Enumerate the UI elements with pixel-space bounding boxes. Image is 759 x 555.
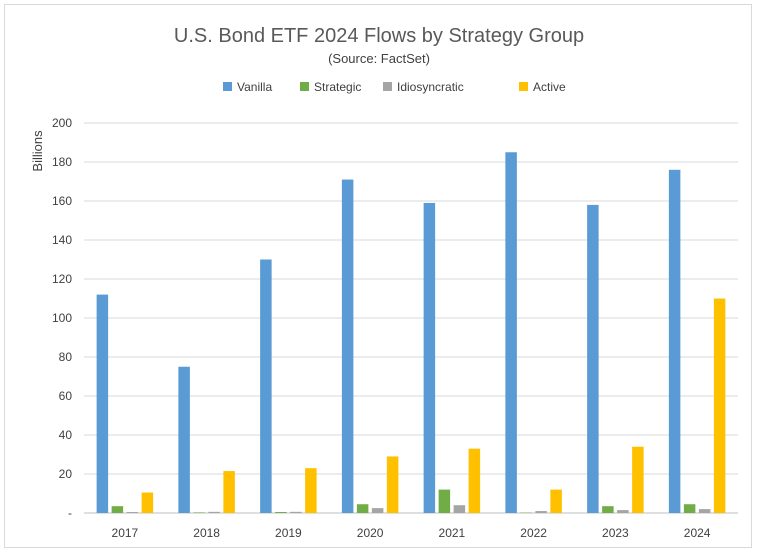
bar-idiosyncratic-2023 bbox=[617, 510, 629, 513]
y-tick-label: 60 bbox=[59, 389, 73, 403]
y-tick-label: 100 bbox=[52, 311, 72, 325]
bar-strategic-2024 bbox=[683, 504, 696, 513]
legend-swatch-active bbox=[519, 82, 528, 91]
bar-idiosyncratic-2022 bbox=[535, 511, 547, 513]
bar-idiosyncratic-2017 bbox=[126, 512, 139, 513]
y-tick-label: 200 bbox=[52, 116, 72, 130]
bar-active-2018 bbox=[223, 471, 235, 513]
y-axis: 200 180 160 140 120 100 80 60 40 20 - bbox=[52, 116, 72, 520]
bar-active-2017 bbox=[141, 492, 154, 513]
y-axis-label: Billions bbox=[30, 130, 45, 172]
bars bbox=[96, 152, 726, 514]
bar-strategic-2020 bbox=[356, 504, 369, 513]
y-tick-label: 20 bbox=[59, 467, 73, 481]
bar-vanilla-2017 bbox=[96, 294, 109, 513]
bar-vanilla-2023 bbox=[587, 204, 599, 513]
bar-vanilla-2022 bbox=[505, 152, 517, 513]
bar-idiosyncratic-2020 bbox=[371, 508, 384, 513]
y-tick-label: 160 bbox=[52, 194, 72, 208]
y-tick-label: 140 bbox=[52, 233, 72, 247]
bar-active-2022 bbox=[550, 489, 562, 513]
legend-swatch-idiosyncratic bbox=[383, 82, 392, 91]
chart-title: U.S. Bond ETF 2024 Flows by Strategy Gro… bbox=[174, 25, 584, 47]
bar-active-2019 bbox=[305, 468, 317, 513]
y-tick-label: 80 bbox=[59, 350, 73, 364]
x-tick-label: 2023 bbox=[602, 526, 629, 540]
y-tick-label: 180 bbox=[52, 155, 72, 169]
bar-active-2023 bbox=[632, 446, 644, 513]
bar-vanilla-2020 bbox=[341, 179, 354, 514]
x-tick-label: 2018 bbox=[193, 526, 220, 540]
bar-idiosyncratic-2021 bbox=[453, 505, 466, 513]
bar-vanilla-2018 bbox=[178, 366, 190, 513]
x-tick-label: 2022 bbox=[520, 526, 547, 540]
y-tick-label: - bbox=[68, 506, 72, 520]
bar-strategic-2019 bbox=[275, 512, 287, 513]
bar-strategic-2023 bbox=[602, 506, 614, 513]
y-tick-label: 40 bbox=[59, 428, 73, 442]
legend-label-idiosyncratic: Idiosyncratic bbox=[397, 80, 464, 94]
chart-subtitle: (Source: FactSet) bbox=[328, 51, 430, 66]
y-tick-label: 120 bbox=[52, 272, 72, 286]
legend-swatch-vanilla bbox=[223, 82, 232, 91]
x-axis: 2017 2018 2019 2020 2021 2022 2023 2024 bbox=[112, 526, 711, 540]
x-tick-label: 2020 bbox=[357, 526, 384, 540]
bar-vanilla-2019 bbox=[260, 259, 272, 513]
chart-frame: U.S. Bond ETF 2024 Flows by Strategy Gro… bbox=[4, 4, 752, 548]
bar-idiosyncratic-2024 bbox=[698, 509, 711, 513]
legend-swatch-strategic bbox=[300, 82, 309, 91]
bar-strategic-2017 bbox=[111, 506, 124, 513]
bond-etf-flows-chart: U.S. Bond ETF 2024 Flows by Strategy Gro… bbox=[30, 25, 738, 540]
gridlines bbox=[84, 122, 738, 514]
x-tick-label: 2021 bbox=[439, 526, 466, 540]
x-tick-label: 2024 bbox=[684, 526, 711, 540]
legend: Vanilla Strategic Idiosyncratic Active bbox=[223, 80, 566, 94]
bar-vanilla-2024 bbox=[668, 169, 681, 514]
legend-label-strategic: Strategic bbox=[314, 80, 361, 94]
bar-idiosyncratic-2018 bbox=[208, 511, 220, 513]
legend-label-active: Active bbox=[533, 80, 566, 94]
x-tick-label: 2017 bbox=[112, 526, 139, 540]
bar-idiosyncratic-2019 bbox=[290, 511, 302, 513]
bar-active-2021 bbox=[468, 448, 481, 513]
bar-active-2020 bbox=[386, 456, 399, 513]
x-tick-label: 2019 bbox=[275, 526, 302, 540]
bar-vanilla-2021 bbox=[423, 202, 436, 513]
bar-strategic-2018 bbox=[193, 512, 205, 513]
bar-strategic-2021 bbox=[438, 489, 451, 513]
bar-active-2024 bbox=[713, 298, 726, 513]
legend-label-vanilla: Vanilla bbox=[237, 80, 272, 94]
